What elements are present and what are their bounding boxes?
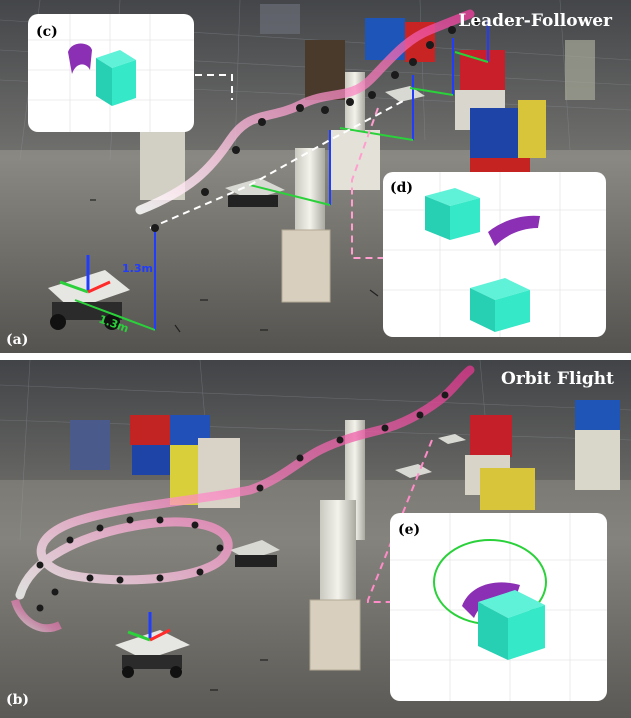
colored-boxes [70,400,620,510]
ground-robots [115,434,466,678]
panel-a-leader-follower: 1.3m 1.3m (c) [0,0,631,353]
drones [151,18,479,232]
inset-d-label: (d) [390,180,413,196]
horizontal-distance-line [74,299,156,331]
panel-b-orbit-flight: (e) Orbit Flight (b) [0,360,631,718]
panel-a-title: Leader-Follower [458,11,613,31]
vertical-distance-label: 1.3m [122,262,153,275]
inset-c-label: (c) [36,24,58,40]
inset-e: (e) [390,513,607,701]
leader-trajectory [135,9,475,215]
ground-robot [48,86,425,330]
inset-d: (d) [383,172,606,337]
panel-b-label: (b) [6,692,29,708]
voxel-block [112,60,136,106]
panel-b-scene: (e) Orbit Flight (b) [0,360,631,718]
inset-e-label: (e) [398,522,420,538]
drones [36,391,449,612]
tube-shape [68,43,92,74]
white-pillar [295,148,325,233]
voxel-block [508,605,545,660]
panel-b-title: Orbit Flight [501,369,614,389]
inset-c: (c) [28,14,194,132]
panel-a-label: (a) [6,332,28,348]
panel-a-scene: 1.3m 1.3m (c) [0,0,631,353]
